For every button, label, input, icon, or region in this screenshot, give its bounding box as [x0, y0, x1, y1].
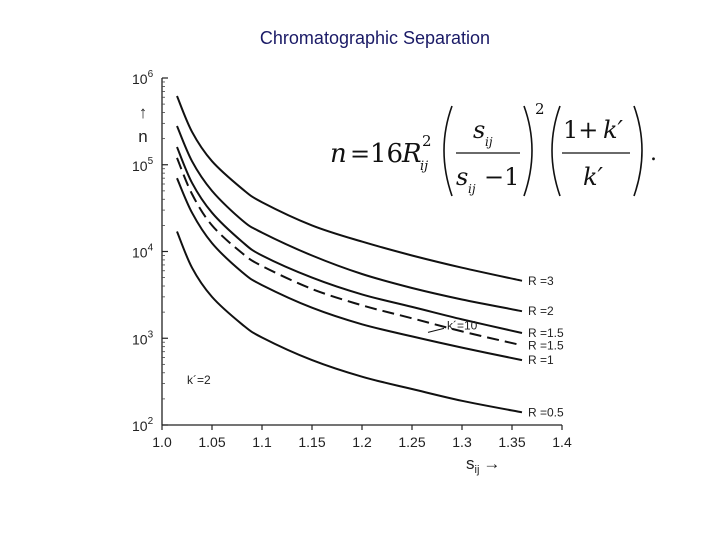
y-tick-base: 10: [132, 331, 148, 347]
formula-denominator-s: s: [456, 163, 468, 191]
formula-numerator-ij: ij: [485, 135, 493, 149]
x-axis-label: sij →: [466, 454, 500, 476]
y-tick-exp: 3: [148, 329, 154, 340]
series-label-0: R =3: [528, 274, 554, 288]
x-tick-label: 1.35: [498, 434, 525, 450]
x-tick-label: 1.05: [198, 434, 225, 450]
formula-coef: 16: [370, 139, 403, 169]
formula-numerator-k: k′: [603, 116, 624, 144]
ticks: 1.0 1.05 1.1 1.15 1.2 1.25 1.3 1.35 1.4102103104…: [132, 69, 572, 450]
x-tick-label: 1.15: [298, 434, 325, 450]
y-tick-base: 10: [132, 71, 148, 87]
y-axis-label: n: [138, 127, 147, 146]
x-tick-label: 1.25: [398, 434, 425, 450]
series-label-1: R =2: [528, 304, 554, 318]
formula-left-paren-2: [551, 105, 561, 197]
y-axis-arrow: ↑: [139, 103, 148, 122]
y-tick-label: 103: [132, 329, 154, 347]
series-line-1: [176, 125, 523, 313]
formula-numerator-s: s: [473, 116, 485, 144]
formula-left-paren-1: [443, 105, 453, 197]
y-tick-exp: 4: [148, 243, 154, 254]
series-label-2: R =1.5: [528, 326, 564, 340]
annotation-k2: k´=2: [187, 373, 211, 387]
x-axis-arrow: →: [483, 454, 500, 473]
series-inline-label: k´=10: [447, 318, 478, 332]
formula-R-sup: 2: [422, 132, 432, 150]
x-axis-label-main: s: [466, 454, 475, 473]
curves: [176, 95, 523, 414]
y-tick-label: 106: [132, 69, 154, 87]
y-tick-base: 10: [132, 245, 148, 261]
formula-period: .: [650, 141, 657, 166]
formula: n = 16 R 2 ij s ij s ij −1 2 1+ k′ k′ .: [330, 100, 657, 197]
slide-title: Chromatographic Separation: [259, 28, 491, 48]
formula-right-paren-1: [523, 105, 533, 197]
series-line-3: [176, 157, 523, 347]
y-tick-base: 10: [132, 418, 148, 434]
x-tick-label: 1.3: [452, 434, 472, 450]
series-line-0: [176, 95, 523, 282]
series-label-5: R =0.5: [528, 405, 564, 419]
x-tick-label: 1.0: [152, 434, 172, 450]
y-tick-exp: 6: [148, 69, 154, 80]
series-line-2: [176, 146, 523, 334]
formula-one-plus: 1+: [563, 116, 598, 144]
y-tick-exp: 5: [148, 156, 154, 167]
x-tick-label: 1.2: [352, 434, 372, 450]
y-tick-exp: 2: [148, 416, 154, 427]
y-tick-label: 102: [132, 416, 154, 434]
formula-denominator-ij: ij: [468, 182, 476, 196]
formula-R: R: [401, 139, 422, 169]
x-tick-label: 1.4: [552, 434, 572, 450]
y-tick-base: 10: [132, 158, 148, 174]
formula-lhs: n: [330, 139, 347, 169]
y-tick-label: 105: [132, 156, 154, 174]
x-tick-label: 1.1: [252, 434, 272, 450]
formula-outer-exp: 2: [535, 100, 545, 118]
series-line-5: [176, 231, 523, 414]
labels: R =3 R =2 R =1.5R =1.5 k´=10 R =1 R =0.5: [427, 274, 564, 419]
series-line-4: [176, 177, 523, 362]
formula-R-sub: ij: [420, 159, 428, 174]
formula-eq: =: [350, 140, 370, 168]
series-inline-label-pointer: [427, 327, 445, 333]
formula-denominator-k: k′: [583, 163, 604, 191]
x-axis-label-sub: ij: [475, 464, 480, 476]
series-label-4: R =1: [528, 353, 554, 367]
formula-minus-one: −1: [484, 163, 519, 191]
formula-right-paren-2: [633, 105, 643, 197]
y-tick-label: 104: [132, 243, 154, 261]
series-label-3: R =1.5: [528, 338, 564, 352]
axes: [161, 78, 562, 426]
